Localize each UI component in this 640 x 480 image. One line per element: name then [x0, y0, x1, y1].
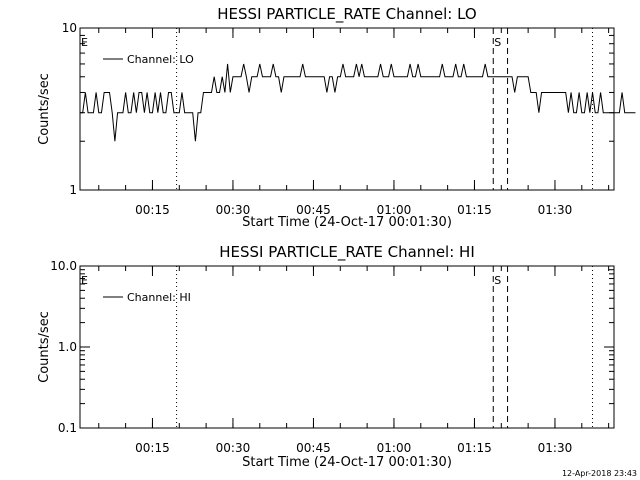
chart-0-frame [79, 27, 615, 191]
chart-0-x-tick-label: 01:00 [377, 203, 412, 217]
chart-1-x-tick-label: 00:30 [216, 441, 251, 455]
chart-1-marker-label: S [494, 274, 501, 287]
chart-0-y-axis-label: Counts/sec [37, 73, 52, 145]
chart-0-legend-label: Channel: LO [127, 53, 194, 66]
chart-0-series-0-line [80, 63, 636, 142]
chart-1-title: HESSI PARTICLE_RATE Channel: HI [219, 243, 475, 262]
chart-1-y-tick-label: 0.1 [58, 421, 77, 435]
chart-1-y-tick-label: 10.0 [50, 259, 77, 273]
chart-1-x-tick-label: 01:30 [538, 441, 573, 455]
chart-1-legend-label: Channel: HI [127, 291, 191, 304]
chart-0-x-tick-label: 00:15 [135, 203, 170, 217]
panel-channel-lo: HESSI PARTICLE_RATE Channel: LO 1 10 00:15 0… [37, 5, 636, 230]
chart-1-x-tick-label: 00:15 [135, 441, 170, 455]
chart-0-x-axis-label: Start Time (24-Oct-17 00:01:30) [242, 215, 452, 230]
chart-1-y-tick-label: 1.0 [58, 340, 77, 354]
plot-timestamp: 12-Apr-2018 23:43 [562, 469, 637, 478]
chart-0-y-tick-label: 10 [62, 21, 77, 35]
chart-0-x-tick-label: 00:45 [296, 203, 331, 217]
chart-0-x-tick-label: 01:30 [538, 203, 573, 217]
chart-0-marker-label: S [494, 36, 501, 49]
chart-0-x-tick-label: 00:30 [216, 203, 251, 217]
chart-1-x-tick-label: 01:00 [377, 441, 412, 455]
chart-0-marker-label: E [81, 36, 88, 49]
chart-1-x-tick-label: 01:15 [457, 441, 492, 455]
chart-1-x-axis-label: Start Time (24-Oct-17 00:01:30) [242, 455, 452, 470]
chart-0-x-tick-label: 01:15 [457, 203, 492, 217]
chart-1-y-axis-label: Counts/sec [37, 311, 52, 383]
chart-1-marker-label: E [81, 274, 88, 287]
chart-0-title: HESSI PARTICLE_RATE Channel: LO [217, 5, 476, 24]
chart-0-y-tick-label: 1 [69, 183, 77, 197]
panel-channel-hi: HESSI PARTICLE_RATE Channel: HI 0.1 1.0 10.… [37, 243, 615, 470]
chart-1-x-tick-label: 00:45 [296, 441, 331, 455]
